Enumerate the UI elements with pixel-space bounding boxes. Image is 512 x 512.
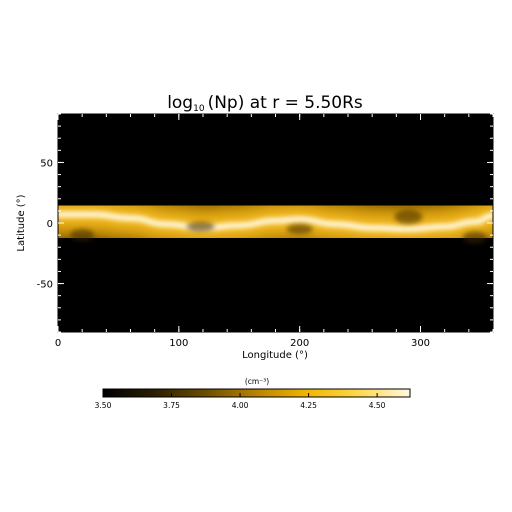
y-tick-label: 0	[47, 219, 53, 230]
title-subscript: 10	[193, 104, 205, 114]
y-axis-label: Latitude (°)	[16, 194, 27, 251]
density-dark-patch	[286, 224, 313, 235]
current-sheet-core	[58, 211, 493, 233]
colorbar-ramp	[102, 388, 411, 398]
y-tick-label: 50	[40, 158, 53, 169]
y-tick-label: -50	[37, 280, 53, 291]
title-prefix: log	[167, 93, 193, 113]
colorbar: (cm⁻³) 3.50 3.75 4.00 4.25 4.50	[95, 377, 411, 410]
colorbar-tick-label: 3.50	[95, 401, 112, 410]
y-ticks: 50 0 -50	[37, 113, 493, 333]
plot-area: 0 100 200 300 50 0 -50	[37, 113, 494, 349]
title-rest: (Np) at r = 5.50Rs	[208, 93, 363, 113]
colorbar-ticks: 3.50 3.75 4.00 4.25 4.50	[95, 393, 386, 410]
density-dark-patch	[70, 229, 95, 242]
x-ticks: 0 100 200 300	[55, 114, 494, 349]
colorbar-label: (cm⁻³)	[245, 377, 269, 386]
density-map	[58, 167, 493, 277]
x-tick-label: 0	[55, 338, 61, 349]
density-dark-patch	[462, 231, 487, 244]
x-tick-label: 100	[169, 338, 188, 349]
density-dark-patch	[394, 209, 423, 224]
density-dark-patch	[186, 221, 215, 232]
colorbar-tick-label: 3.75	[163, 401, 180, 410]
colorbar-tick-label: 4.00	[232, 401, 249, 410]
x-tick-label: 300	[411, 338, 430, 349]
x-tick-label: 200	[290, 338, 309, 349]
chart-title: log10 (Np) at r = 5.50Rs	[167, 93, 363, 114]
colorbar-tick-label: 4.50	[369, 401, 386, 410]
x-axis-label: Longitude (°)	[242, 350, 308, 361]
colorbar-tick-label: 4.25	[300, 401, 317, 410]
